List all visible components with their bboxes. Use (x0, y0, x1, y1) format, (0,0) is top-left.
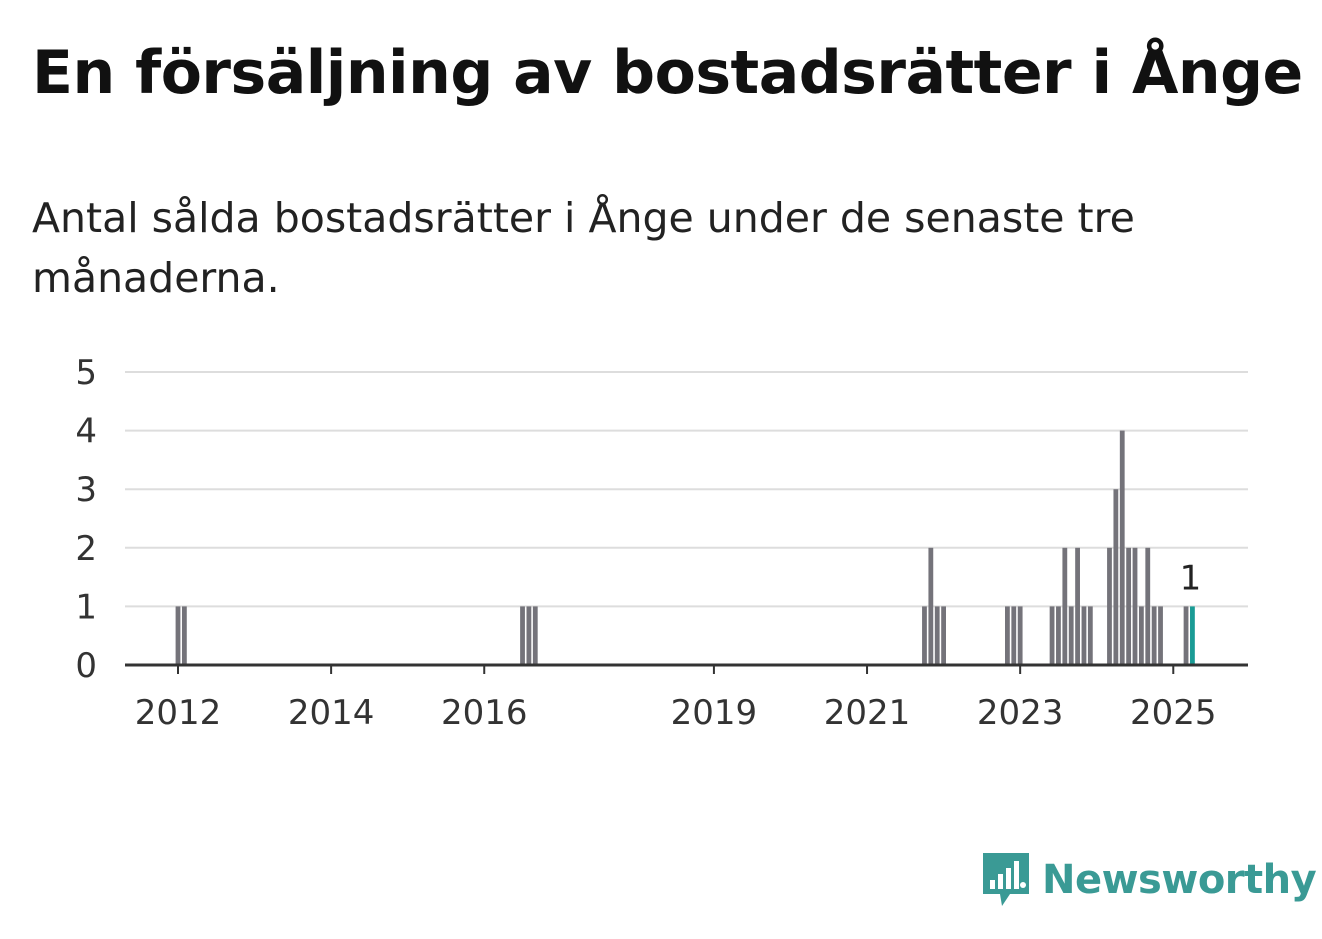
y-tick-label: 4 (75, 412, 97, 452)
bar (928, 547, 934, 665)
bar (1081, 606, 1087, 665)
bar (1087, 606, 1093, 665)
x-tick-label: 2016 (441, 693, 528, 733)
bar (1017, 606, 1023, 665)
bar (526, 606, 532, 665)
bar (1049, 606, 1055, 665)
bar (1145, 547, 1151, 665)
bars (175, 430, 1195, 665)
bar (1132, 547, 1138, 665)
bar (934, 606, 940, 665)
y-tick-label: 2 (75, 529, 97, 569)
bar (1005, 606, 1010, 665)
data-labels: 1 (1180, 558, 1202, 598)
bar (1183, 606, 1189, 665)
bar (1138, 606, 1144, 665)
x-tick-label: 2025 (1130, 693, 1217, 733)
data-label: 1 (1180, 558, 1202, 598)
bar (922, 606, 927, 665)
bar (941, 606, 946, 665)
bar (1126, 547, 1132, 665)
bar (1158, 606, 1163, 665)
brand-name: Newsworthy (1042, 857, 1317, 903)
bar (1113, 489, 1119, 665)
bar (175, 606, 181, 665)
axes: 0 1 2 3 4 5 2012 2014 2016 2019 2021 2023 2025 (75, 353, 1248, 733)
y-tick-label: 0 (75, 646, 97, 686)
bar (1075, 547, 1080, 665)
bar (1011, 606, 1017, 665)
newsworthy-logo[interactable]: Newsworthy (980, 850, 1317, 910)
bar (1107, 547, 1112, 665)
bar (1190, 606, 1195, 665)
x-tick-label: 2014 (288, 693, 375, 733)
chart-subtitle: Antal sålda bostadsrätter i Ånge under d… (32, 194, 1135, 302)
chart-title: En försäljning av bostadsrätter i Ånge (32, 38, 1303, 108)
y-tick-label: 3 (75, 470, 97, 510)
x-tick-label: 2012 (135, 693, 222, 733)
bar (1056, 606, 1061, 665)
bar (1068, 606, 1074, 665)
bar (532, 606, 538, 665)
x-tick-label: 2021 (824, 693, 911, 733)
x-tick-label: 2023 (977, 693, 1064, 733)
y-tick-label: 1 (75, 587, 97, 627)
bar (1119, 430, 1125, 665)
bar (520, 606, 525, 665)
bar (1151, 606, 1157, 665)
y-tick-label: 5 (75, 353, 97, 393)
x-tick-label: 2019 (671, 693, 758, 733)
newsworthy-logo-icon (983, 853, 1029, 906)
bar (181, 606, 187, 665)
bar (1062, 547, 1068, 665)
